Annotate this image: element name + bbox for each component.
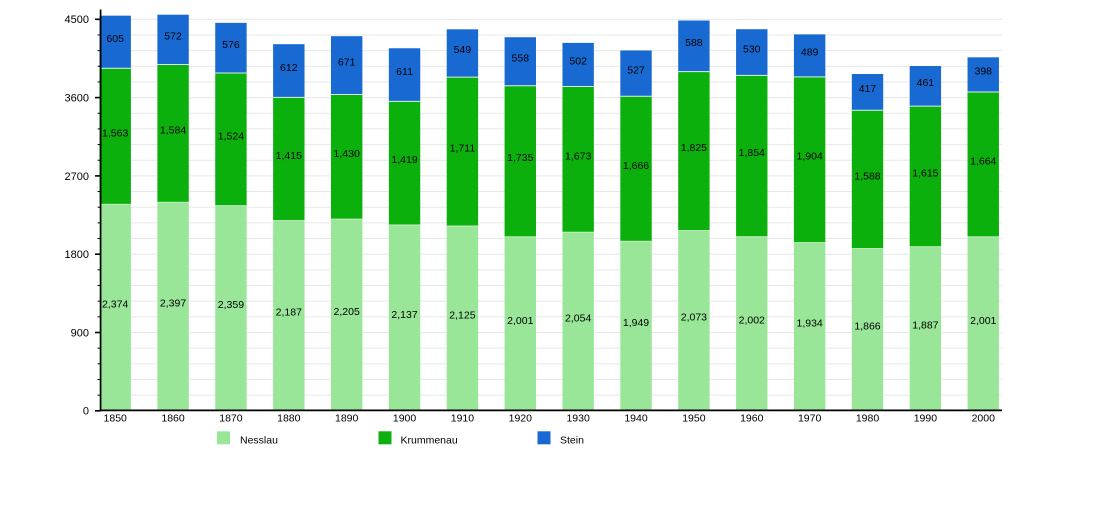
svg-text:3600: 3600 [65, 93, 89, 105]
svg-text:2,002: 2,002 [739, 315, 765, 327]
svg-text:2,374: 2,374 [102, 299, 128, 311]
svg-text:1890: 1890 [335, 412, 359, 424]
svg-text:1,949: 1,949 [623, 317, 649, 329]
svg-text:1860: 1860 [161, 412, 185, 424]
svg-text:1,866: 1,866 [854, 321, 880, 333]
svg-text:1880: 1880 [277, 412, 301, 424]
svg-text:2,073: 2,073 [681, 312, 707, 324]
svg-text:1,430: 1,430 [334, 148, 360, 160]
svg-text:1,584: 1,584 [160, 124, 186, 136]
svg-text:1,415: 1,415 [276, 150, 302, 162]
svg-text:1,563: 1,563 [102, 127, 128, 139]
svg-text:527: 527 [627, 64, 645, 76]
svg-text:398: 398 [974, 66, 992, 78]
svg-text:2,137: 2,137 [391, 309, 417, 321]
svg-text:1910: 1910 [451, 412, 475, 424]
svg-text:1980: 1980 [856, 412, 880, 424]
svg-text:1,825: 1,825 [681, 142, 707, 154]
svg-text:1990: 1990 [914, 412, 938, 424]
svg-text:1,666: 1,666 [623, 160, 649, 172]
svg-text:1,711: 1,711 [450, 143, 476, 155]
svg-text:1,588: 1,588 [854, 170, 880, 182]
svg-text:Krummenau: Krummenau [401, 435, 458, 447]
svg-text:1970: 1970 [798, 412, 822, 424]
svg-text:461: 461 [917, 77, 935, 89]
svg-text:2,125: 2,125 [449, 309, 475, 321]
svg-text:417: 417 [859, 83, 877, 95]
svg-text:489: 489 [801, 47, 819, 59]
svg-text:1,904: 1,904 [796, 151, 822, 163]
svg-text:671: 671 [338, 56, 356, 68]
svg-text:1,615: 1,615 [912, 167, 938, 179]
svg-text:2,187: 2,187 [276, 307, 302, 319]
svg-text:1,664: 1,664 [970, 155, 996, 167]
svg-text:1960: 1960 [740, 412, 764, 424]
svg-text:1870: 1870 [219, 412, 243, 424]
svg-text:530: 530 [743, 43, 761, 55]
svg-text:2,359: 2,359 [218, 299, 244, 311]
svg-text:572: 572 [164, 31, 182, 43]
svg-text:2700: 2700 [65, 171, 89, 183]
svg-text:1850: 1850 [104, 412, 128, 424]
svg-text:0: 0 [83, 406, 89, 418]
svg-text:4500: 4500 [65, 14, 89, 26]
svg-text:1,419: 1,419 [391, 154, 417, 166]
svg-text:2,001: 2,001 [507, 315, 533, 327]
svg-text:549: 549 [454, 44, 472, 56]
svg-text:1,524: 1,524 [218, 130, 244, 142]
svg-text:1930: 1930 [566, 412, 590, 424]
svg-text:611: 611 [396, 66, 413, 78]
svg-text:1,887: 1,887 [912, 320, 938, 332]
svg-text:1900: 1900 [393, 412, 417, 424]
svg-text:Nesslau: Nesslau [240, 435, 278, 447]
svg-text:576: 576 [222, 39, 240, 51]
svg-text:2,397: 2,397 [160, 298, 186, 310]
svg-text:1800: 1800 [65, 249, 89, 261]
svg-text:2,205: 2,205 [334, 306, 360, 318]
svg-text:2000: 2000 [972, 412, 996, 424]
svg-text:1,934: 1,934 [796, 318, 822, 330]
svg-text:1,854: 1,854 [739, 147, 765, 159]
svg-text:1,673: 1,673 [565, 150, 591, 162]
svg-text:900: 900 [71, 327, 89, 339]
svg-text:502: 502 [569, 56, 587, 68]
svg-text:Stein: Stein [560, 435, 584, 447]
svg-text:2,001: 2,001 [970, 315, 996, 327]
svg-text:612: 612 [280, 62, 298, 74]
svg-text:558: 558 [512, 53, 530, 65]
svg-text:1940: 1940 [624, 412, 648, 424]
svg-text:1,735: 1,735 [507, 152, 533, 164]
svg-text:2,054: 2,054 [565, 312, 591, 324]
svg-text:1920: 1920 [509, 412, 533, 424]
svg-text:1950: 1950 [682, 412, 706, 424]
svg-text:588: 588 [685, 37, 703, 49]
svg-text:605: 605 [106, 33, 124, 45]
